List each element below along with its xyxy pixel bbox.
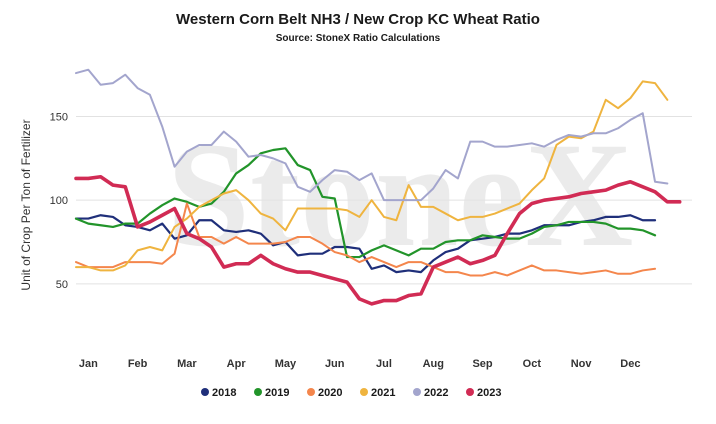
legend-marker [466,388,474,396]
legend-item-2020[interactable]: 2020 [307,387,342,399]
x-tick-label: Jan [79,358,98,370]
legend-label: 2018 [212,387,236,399]
y-ticks: 50 100 150 [50,112,68,291]
series-line-2023 [74,174,682,306]
legend[interactable]: 2018 2019 2020 2021 2022 2023 [201,387,501,399]
legend-label: 2023 [477,387,501,399]
legend-label: 2022 [424,387,448,399]
legend-label: 2020 [318,387,342,399]
y-tick-label: 50 [56,279,68,291]
x-tick-label: Jul [376,358,392,370]
x-tick-label: Feb [128,358,148,370]
legend-marker [307,388,315,396]
legend-label: 2021 [371,387,395,399]
legend-item-2018[interactable]: 2018 [201,387,236,399]
x-tick-label: Jun [325,358,345,370]
y-tick-label: 100 [50,195,68,207]
x-tick-label: Sep [472,358,492,370]
x-ticks: Jan Feb Mar Apr May Jun Jul Aug Sep Oct Nov Dec [79,358,641,370]
series-line-2019 [74,147,657,259]
y-axis-label: Unit of Crop Per Ton of Fertilizer [19,119,33,290]
y-tick-label: 150 [50,112,68,124]
x-tick-label: Dec [620,358,640,370]
legend-marker [360,388,368,396]
legend-marker [254,388,262,396]
legend-marker [413,388,421,396]
legend-item-2022[interactable]: 2022 [413,387,448,399]
series-lines [74,68,682,306]
chart-title: Western Corn Belt NH3 / New Crop KC Whea… [176,11,540,28]
legend-label: 2019 [265,387,289,399]
chart-subtitle: Source: StoneX Ratio Calculations [276,33,441,44]
series-line-2022 [75,68,669,202]
legend-item-2021[interactable]: 2021 [360,387,395,399]
x-tick-label: Aug [423,358,444,370]
x-tick-label: Apr [227,358,247,370]
series-line-2020 [75,202,657,277]
x-tick-label: May [275,358,297,370]
x-tick-label: Mar [177,358,197,370]
legend-item-2019[interactable]: 2019 [254,387,289,399]
x-tick-label: Oct [523,358,542,370]
series-line-2021 [75,80,669,272]
legend-item-2023[interactable]: 2023 [466,387,501,399]
legend-marker [201,388,209,396]
x-tick-label: Nov [571,358,593,370]
